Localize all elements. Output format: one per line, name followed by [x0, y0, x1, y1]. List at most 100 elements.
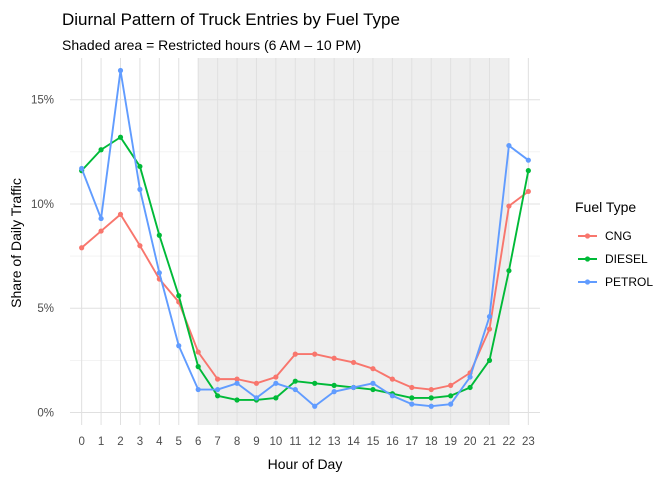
data-point-petrol: [389, 393, 395, 399]
data-point-petrol: [117, 67, 124, 74]
x-tick-label: 9: [253, 436, 259, 448]
data-point-petrol: [312, 403, 318, 409]
data-point-diesel: [137, 163, 143, 170]
data-point-cng: [486, 326, 493, 332]
data-point-cng: [428, 386, 434, 393]
data-point-cng: [292, 351, 298, 357]
data-point-petrol: [215, 386, 221, 393]
x-tick-label: 22: [503, 436, 516, 448]
x-tick-label: 14: [347, 436, 360, 448]
x-tick-label: 5: [176, 436, 182, 448]
data-point-cng: [409, 384, 415, 391]
x-tick-label: 21: [483, 436, 496, 448]
data-point-diesel: [467, 384, 473, 391]
data-point-petrol: [253, 395, 260, 401]
data-point-petrol: [350, 384, 357, 391]
x-tick-label: 12: [308, 436, 321, 448]
x-tick-label: 17: [405, 436, 418, 448]
data-point-petrol: [195, 386, 201, 393]
data-point-petrol: [467, 374, 473, 380]
data-point-cng: [195, 349, 201, 355]
data-point-diesel: [312, 380, 318, 386]
series-line-diesel: [80, 136, 530, 401]
y-tick-label: 5%: [37, 303, 54, 315]
data-point-diesel: [428, 395, 434, 401]
x-tick-label: 6: [195, 436, 201, 448]
data-point-petrol: [156, 270, 162, 276]
data-point-diesel: [273, 395, 279, 401]
x-tick-label: 7: [214, 436, 220, 448]
data-point-cng: [389, 376, 395, 382]
data-point-cng: [370, 366, 376, 372]
data-point-diesel: [176, 293, 182, 299]
series-line-petrol: [80, 69, 529, 408]
data-point-cng: [253, 380, 260, 386]
data-point-diesel: [448, 393, 454, 399]
data-point-diesel: [525, 168, 531, 174]
y-tick-label: 10%: [31, 199, 54, 211]
x-tick-label: 19: [444, 436, 457, 448]
y-axis-title: Share of Daily Traffic: [8, 178, 24, 308]
data-point-petrol: [506, 142, 512, 149]
x-tick-label: 4: [156, 436, 163, 448]
x-tick-label: 1: [98, 436, 104, 448]
data-point-cng: [137, 243, 143, 249]
data-point-cng: [273, 374, 279, 380]
data-point-petrol: [448, 401, 454, 407]
chart-subtitle: Shaded area = Restricted hours (6 AM – 1…: [62, 37, 361, 53]
x-tick-label: 10: [269, 436, 282, 448]
data-point-diesel: [506, 268, 512, 274]
x-tick-label: 16: [386, 436, 399, 448]
data-point-diesel: [370, 386, 376, 393]
data-point-cng: [117, 211, 124, 217]
data-point-diesel: [409, 395, 415, 401]
data-point-petrol: [525, 157, 531, 163]
data-point-cng: [98, 228, 104, 234]
x-tick-label: 11: [289, 436, 301, 448]
data-point-diesel: [156, 232, 162, 238]
data-point-cng: [525, 188, 531, 195]
data-point-diesel: [215, 393, 221, 399]
data-point-petrol: [292, 386, 298, 393]
x-tick-label: 8: [234, 436, 240, 448]
legend: Fuel Type CNG DIESEL PETROL: [575, 199, 653, 289]
data-point-petrol: [98, 215, 104, 222]
data-point-diesel: [195, 364, 201, 370]
data-point-cng: [350, 359, 357, 366]
chart-title: Diurnal Pattern of Truck Entries by Fuel…: [62, 10, 400, 29]
data-point-cng: [448, 382, 454, 388]
legend-label-cng: CNG: [605, 229, 632, 243]
data-point-cng: [331, 355, 337, 361]
x-tick-label: 15: [367, 436, 380, 448]
data-point-cng: [234, 376, 240, 382]
data-point-diesel: [117, 134, 124, 140]
legend-label-petrol: PETROL: [605, 275, 653, 289]
y-tick-label: 15%: [31, 95, 54, 107]
legend-key-point-cng: [584, 233, 591, 239]
data-point-petrol: [331, 389, 337, 395]
data-point-petrol: [273, 380, 279, 386]
legend-label-diesel: DIESEL: [605, 252, 648, 266]
legend-key-point-diesel: [584, 256, 591, 262]
data-point-diesel: [234, 397, 240, 403]
data-point-petrol: [370, 380, 376, 386]
legend-title: Fuel Type: [575, 199, 636, 215]
x-tick-label: 2: [117, 436, 123, 448]
x-tick-label: 18: [425, 436, 438, 448]
data-point-petrol: [176, 343, 182, 349]
data-point-cng: [312, 351, 318, 357]
data-point-diesel: [292, 378, 298, 384]
data-point-cng: [506, 203, 512, 209]
x-tick-label: 23: [522, 436, 535, 448]
data-point-petrol: [234, 380, 240, 386]
data-point-petrol: [137, 186, 143, 192]
x-tick-label: 3: [137, 436, 143, 448]
data-point-diesel: [486, 357, 493, 363]
data-point-petrol: [79, 165, 85, 172]
x-tick-label: 13: [328, 436, 341, 448]
data-point-diesel: [331, 382, 337, 388]
data-point-cng: [215, 376, 221, 382]
plot-area: 0%5%10%15%0 1 2 3 4 5 6 7 8 9 10 11 12 13 14 15 16 17 18 19…: [31, 58, 540, 448]
series-line-cng: [81, 190, 529, 391]
